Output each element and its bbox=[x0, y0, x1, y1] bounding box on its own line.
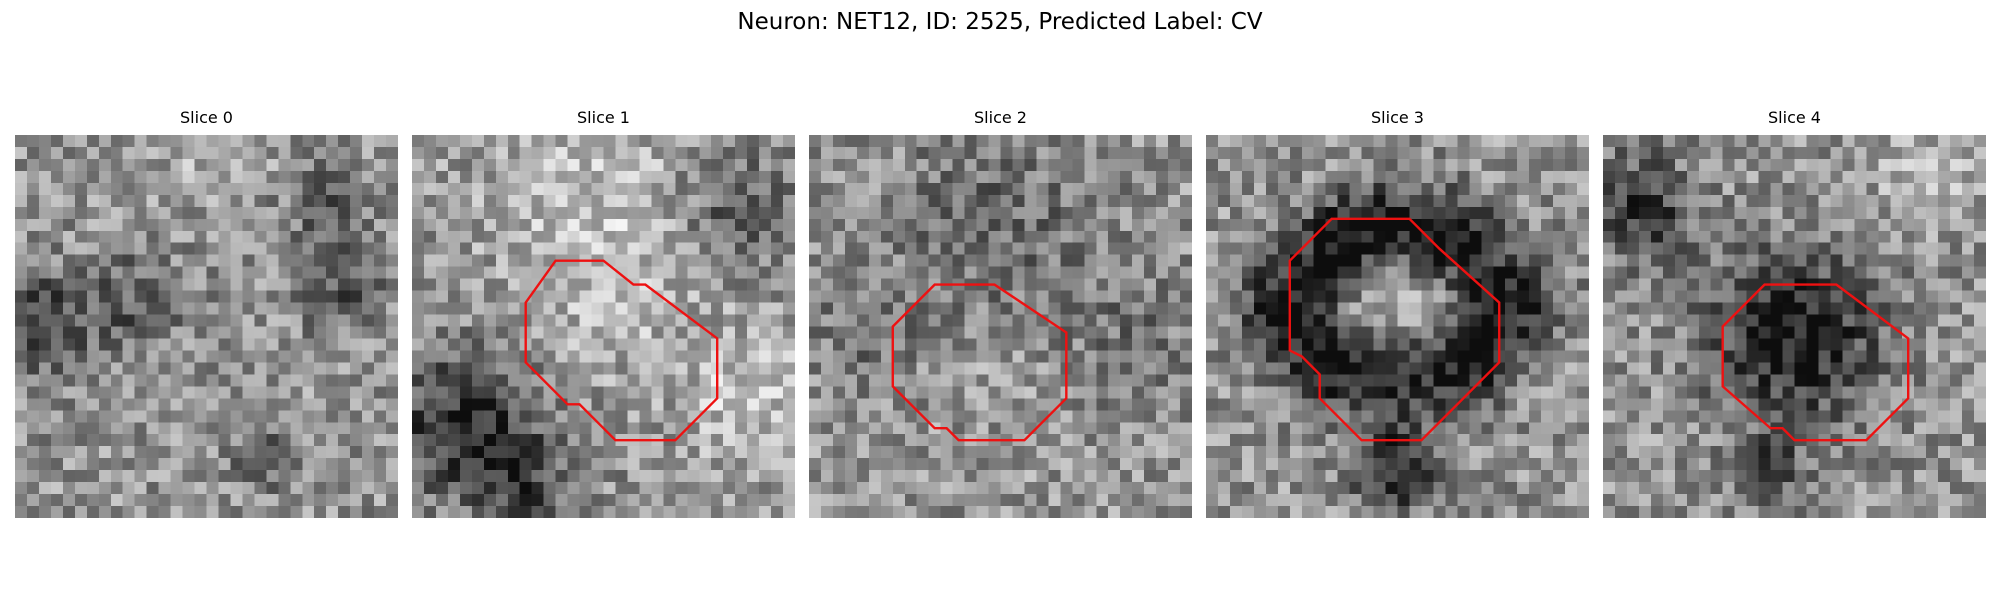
roi-outline bbox=[1290, 219, 1499, 440]
grayscale-image bbox=[1603, 135, 1986, 518]
grayscale-image bbox=[809, 135, 1192, 518]
roi-overlay bbox=[809, 135, 1192, 518]
slice-panel-0: Slice 0 bbox=[15, 108, 398, 518]
slice-panel-1: Slice 1 bbox=[412, 108, 795, 518]
roi-overlay bbox=[15, 135, 398, 518]
grayscale-image bbox=[412, 135, 795, 518]
slice-title: Slice 1 bbox=[577, 108, 630, 127]
grayscale-image bbox=[1206, 135, 1589, 518]
roi-outline bbox=[1723, 285, 1909, 441]
slice-title: Slice 4 bbox=[1768, 108, 1821, 127]
slice-title: Slice 3 bbox=[1371, 108, 1424, 127]
figure-title: Neuron: NET12, ID: 2525, Predicted Label… bbox=[737, 9, 1263, 35]
slice-title: Slice 0 bbox=[180, 108, 233, 127]
slice-panel-3: Slice 3 bbox=[1206, 108, 1589, 518]
roi-overlay bbox=[412, 135, 795, 518]
slice-title: Slice 2 bbox=[974, 108, 1027, 127]
roi-overlay bbox=[1206, 135, 1589, 518]
roi-outline bbox=[526, 261, 718, 441]
slice-panel-2: Slice 2 bbox=[809, 108, 1192, 518]
grayscale-image bbox=[15, 135, 398, 518]
slice-panel-4: Slice 4 bbox=[1603, 108, 1986, 518]
roi-outline bbox=[893, 285, 1067, 441]
roi-overlay bbox=[1603, 135, 1986, 518]
